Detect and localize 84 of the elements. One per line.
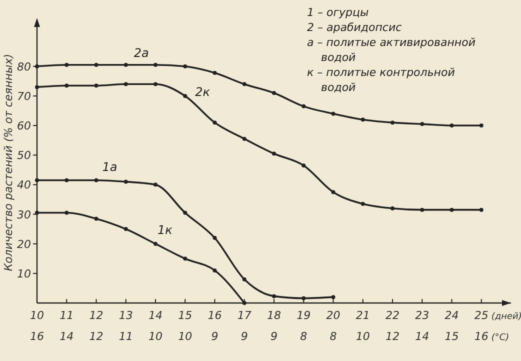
y-tick-label: 30 (17, 208, 31, 222)
x-tick-label: 12 12 (89, 309, 104, 343)
point (183, 256, 188, 261)
y-axis-title: Количество растений (% от сеянных) (2, 54, 15, 272)
point (420, 208, 424, 212)
x-tick-label: 19 8 (296, 309, 311, 343)
y-tick-label: 20 (17, 238, 31, 251)
series-label: 1к (158, 222, 174, 237)
point (242, 136, 246, 141)
point (242, 301, 246, 305)
point (360, 202, 365, 206)
point (360, 118, 365, 122)
point (183, 210, 188, 215)
point (154, 182, 158, 187)
point (64, 178, 69, 182)
text: 1 – огурцы (307, 6, 369, 19)
point (154, 82, 158, 86)
series-label: 1а (102, 160, 118, 174)
point (35, 85, 39, 90)
point (390, 206, 394, 210)
point (35, 64, 39, 68)
point (420, 122, 424, 126)
point (331, 190, 336, 194)
y-tick-label: 70 (17, 90, 31, 103)
point (212, 70, 217, 75)
point (272, 152, 276, 156)
point (302, 104, 306, 108)
point (64, 62, 69, 67)
y-tick-label: 10 (17, 267, 31, 280)
x-tick-label: 25 16 (474, 309, 488, 343)
x-tick-label: 21 10 (356, 309, 370, 343)
x-tick-label: 24 15 (444, 309, 459, 343)
point (212, 120, 217, 125)
point (302, 296, 306, 300)
point (94, 62, 98, 67)
y-tick-label: 40 (17, 178, 31, 192)
annotation: 2 – арабидопсис (307, 21, 402, 34)
point (212, 268, 217, 272)
point (212, 236, 217, 240)
point (272, 294, 276, 298)
point (242, 82, 246, 86)
point (124, 62, 128, 67)
point (94, 178, 98, 182)
x-tick-label: 18 9 (267, 309, 281, 343)
point (154, 242, 158, 246)
point (331, 295, 336, 300)
point (302, 163, 306, 168)
x-tick-label: 15 10 (178, 309, 192, 343)
x-tick-label: 11 14 (60, 309, 74, 343)
point (64, 210, 69, 215)
x-tick-label: 13 11 (118, 309, 133, 343)
point (124, 82, 128, 86)
y-tick-label: 50 (17, 149, 31, 162)
point (272, 90, 276, 95)
point (450, 124, 454, 128)
point (154, 62, 158, 67)
point (479, 124, 484, 128)
x-tick-label: 17 9 (237, 309, 252, 343)
y-tick-label: 80 (17, 60, 31, 74)
x-tick-label: 14 10 (148, 309, 162, 343)
point (450, 208, 454, 212)
x-tick-label: 10 16 (30, 309, 44, 343)
point (479, 208, 484, 212)
text: (дней) (°C) (491, 312, 521, 343)
y-tick-label: 60 (17, 120, 31, 133)
point (183, 64, 188, 68)
point (242, 277, 246, 282)
x-tick-label: 20 8 (326, 309, 340, 343)
point (390, 120, 394, 125)
point (94, 216, 98, 221)
point (124, 180, 128, 184)
series-label: 2к (195, 84, 211, 99)
x-tick-label: 23 14 (415, 309, 430, 343)
x-tick-label: 22 12 (386, 309, 400, 343)
point (124, 227, 128, 232)
point (183, 94, 188, 98)
series-label: 2а (134, 46, 149, 60)
point (331, 112, 336, 116)
annotation: к – политые контрольной водой (307, 66, 455, 94)
point (35, 178, 39, 182)
x-tick-label: 16 9 (208, 309, 222, 343)
point (35, 210, 39, 215)
point (64, 84, 69, 88)
point (94, 84, 98, 88)
